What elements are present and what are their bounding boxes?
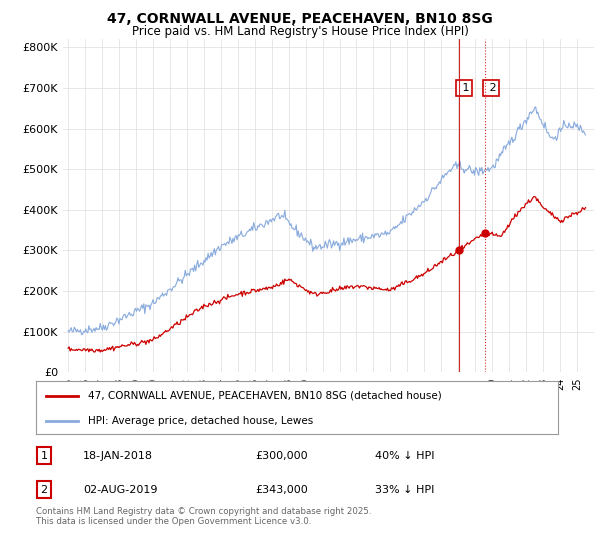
Text: £300,000: £300,000 [255,451,308,461]
Text: 02-AUG-2019: 02-AUG-2019 [83,485,157,495]
Text: 2: 2 [40,485,47,495]
Text: 2: 2 [486,83,497,93]
Text: 33% ↓ HPI: 33% ↓ HPI [376,485,434,495]
Text: 47, CORNWALL AVENUE, PEACEHAVEN, BN10 8SG (detached house): 47, CORNWALL AVENUE, PEACEHAVEN, BN10 8S… [88,391,442,401]
Text: 18-JAN-2018: 18-JAN-2018 [83,451,153,461]
Text: 1: 1 [40,451,47,461]
Text: 47, CORNWALL AVENUE, PEACEHAVEN, BN10 8SG: 47, CORNWALL AVENUE, PEACEHAVEN, BN10 8S… [107,12,493,26]
Text: HPI: Average price, detached house, Lewes: HPI: Average price, detached house, Lewe… [88,416,313,426]
Text: 1: 1 [459,83,470,93]
Text: Contains HM Land Registry data © Crown copyright and database right 2025.
This d: Contains HM Land Registry data © Crown c… [36,507,371,526]
Text: £343,000: £343,000 [255,485,308,495]
Text: Price paid vs. HM Land Registry's House Price Index (HPI): Price paid vs. HM Land Registry's House … [131,25,469,38]
Text: 40% ↓ HPI: 40% ↓ HPI [376,451,435,461]
